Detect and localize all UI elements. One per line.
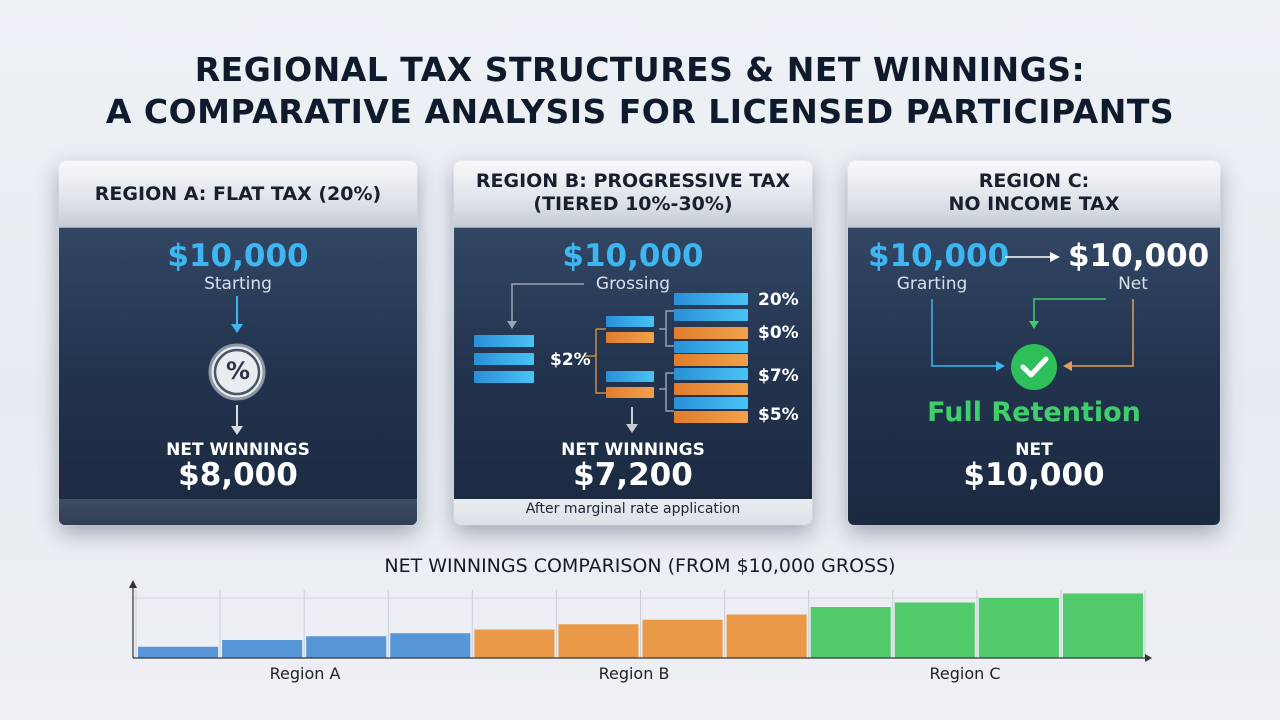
region-c-title-1: REGION C: [978,170,1090,192]
region-c-gross-label: Grarting [896,274,968,294]
tier-bar [674,397,748,409]
tier-bar [674,383,748,395]
x-axis-arrow [1145,654,1152,662]
region-c-title-2: NO INCOME TAX [948,193,1120,215]
region-b-title-2: (TIERED 10%-30%) [533,193,733,215]
chart-bar [222,640,303,658]
tier-rate-1: 20% [758,290,799,310]
chart-bar [810,607,891,658]
chart-bar [1062,593,1143,658]
tier-bar [674,327,748,339]
percent-symbol: % [225,357,251,385]
chart-bar [558,624,639,658]
tier-bar [674,293,748,305]
chart-title: NET WINNINGS COMPARISON (FROM $10,000 GR… [384,555,896,577]
region-a-title: REGION A: FLAT TAX (20%) [94,183,382,205]
region-b-panel: REGION B: PROGRESSIVE TAX (TIERED 10%-30… [454,161,812,525]
region-a-arrow-head-1 [231,324,243,333]
tier-bar [674,411,748,423]
region-b-footer [454,499,812,525]
tier-bar [674,309,748,321]
tier-bar [674,354,748,366]
chart-bar [306,636,387,658]
region-c-net-top-label: Net [1118,274,1148,294]
region-a-panel: REGION A: FLAT TAX (20%) $10,000 Startin… [59,161,417,525]
region-a-flow-graphics [208,296,266,435]
x-label-region-b: Region B [598,664,670,683]
tier-rate-2: $0% [758,323,799,343]
region-a-arrow-head-2 [231,426,243,435]
chart-bar [978,598,1059,658]
region-a-gross-label: Starting [204,274,272,294]
tier-rate-4: $5% [758,405,799,425]
y-axis-arrow [129,580,137,588]
region-b-gross-label: Grossing [595,274,671,294]
tier-bar [606,387,654,398]
region-c-net-value: $10,000 [963,457,1105,493]
x-label-region-c: Region C [929,664,1001,683]
tier-bar [474,335,534,347]
tier-bar [474,353,534,365]
tier-bar [674,341,748,353]
tier-rate-mid: $2% [550,350,591,370]
check-icon [1011,344,1057,390]
x-label-region-a: Region A [269,664,341,683]
region-c-net-label: NET [1015,440,1053,460]
tier-bar [606,332,654,343]
tier-bar [606,316,654,327]
chart-bar [138,646,219,658]
region-c-panel: REGION C: NO INCOME TAX $10,000 Grarting… [848,161,1220,525]
chart-bar [894,602,975,658]
main-title-line-1: REGIONAL TAX STRUCTURES & NET WINNINGS: [194,50,1086,89]
percent-icon [208,343,266,401]
tier-rate-3: $7% [758,366,799,386]
full-retention-label: Full Retention [927,397,1141,428]
region-b-flow-graphics [507,283,674,433]
region-b-title-1: REGION B: PROGRESSIVE TAX [475,170,791,192]
tier-bar [474,371,534,383]
region-c-gross: $10,000 [868,238,1010,274]
tier-bar [674,368,748,380]
region-c-flow-graphics [931,252,1134,390]
region-b-footnote: After marginal rate application [525,501,741,517]
region-c-net-top: $10,000 [1068,238,1210,274]
region-b-gross: $10,000 [562,238,704,274]
chart-bar [642,619,723,658]
region-b-net-value: $7,200 [573,457,693,493]
region-a-net-label: NET WINNINGS [166,440,310,460]
main-title-line-2: A COMPARATIVE ANALYSIS FOR LICENSED PART… [105,92,1175,131]
chart-bar [390,633,471,658]
region-a-footer [59,499,417,525]
region-b-net-label: NET WINNINGS [561,440,705,460]
region-a-net-value: $8,000 [178,457,298,493]
chart-bar [726,614,807,658]
chart-bar [474,629,555,658]
tier-bar [606,371,654,382]
region-b-header: REGION B: PROGRESSIVE TAX (TIERED 10%-30… [454,161,812,228]
region-a-gross: $10,000 [167,238,309,274]
region-a-header: REGION A: FLAT TAX (20%) [59,161,417,228]
region-c-header: REGION C: NO INCOME TAX [848,161,1220,228]
